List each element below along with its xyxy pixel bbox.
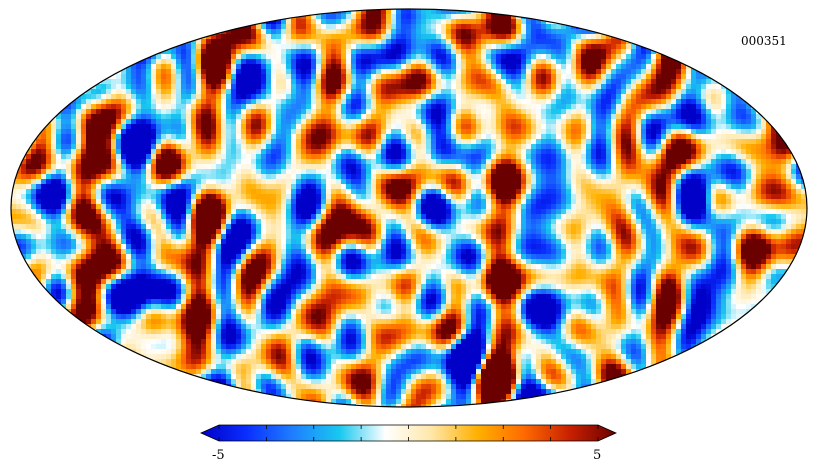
colorbar-min-label: -5 — [212, 448, 225, 463]
colorbar-ticks — [218, 425, 599, 441]
map-identifier: 000351 — [741, 34, 787, 48]
map-outline — [10, 8, 808, 408]
colorbar-max-label: 5 — [593, 448, 602, 463]
map-temperature-field — [11, 9, 807, 407]
